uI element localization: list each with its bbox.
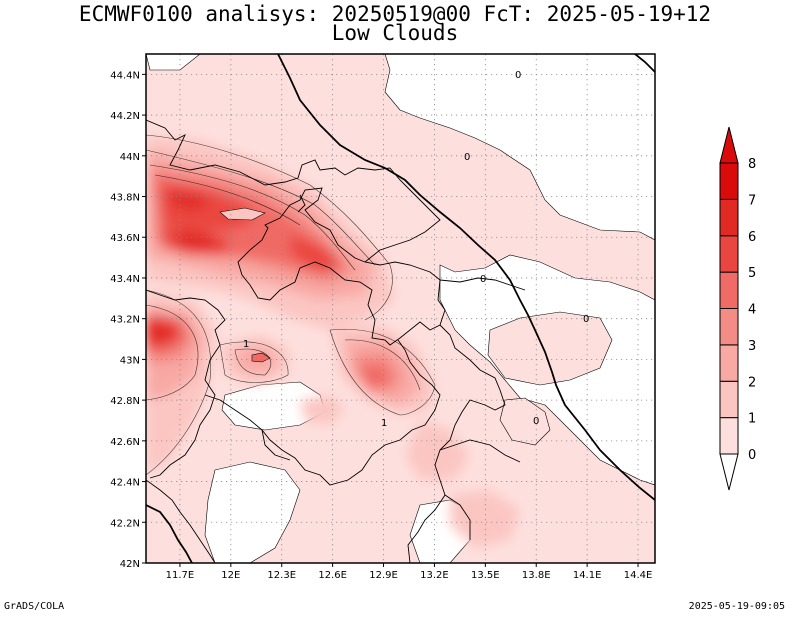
colorbar-extend-low <box>719 453 739 491</box>
x-tick-label: 12.9E <box>369 570 398 581</box>
contour-label: 0 <box>533 416 539 427</box>
pink-patch-se <box>499 397 551 446</box>
y-tick-label: 42N <box>120 559 140 570</box>
colorbar-segment <box>719 344 739 382</box>
contour-label: 0 <box>480 274 486 285</box>
y-tick-label: 42.2N <box>110 518 140 529</box>
colorbar-segment <box>719 271 739 309</box>
plot-frame <box>145 53 656 564</box>
contour-label: 1 <box>381 418 387 429</box>
colorbar-segment <box>719 198 739 237</box>
y-tick-label: 44.4N <box>110 70 140 81</box>
colorbar-label: 6 <box>748 230 756 245</box>
cloud-core <box>146 135 520 548</box>
coastline <box>146 54 655 563</box>
province-border-east <box>407 324 506 563</box>
province-border-misc <box>297 194 306 213</box>
x-axis: 11.7E 12E 12.3E 12.6E 12.9E 13.2E 13.5E 13.8E 14… <box>166 563 653 581</box>
footer-credit: GrADS/COLA <box>4 601 65 612</box>
contour-label: 1 <box>243 339 249 350</box>
x-tick-label: 12.6E <box>318 570 347 581</box>
contour-labels: 0 0 0 0 0 1 1 <box>243 70 589 429</box>
pink-patch-east <box>487 311 613 386</box>
y-tick-label: 44N <box>120 152 140 163</box>
y-axis: 42N 42.2N 42.4N 42.6N 42.8N 43N 43.2N 43.4N 43.6… <box>110 70 146 570</box>
province-border-southwest <box>146 479 216 563</box>
chart-subtitle: Low Clouds <box>331 21 459 45</box>
y-tick-label: 43.6N <box>110 233 140 244</box>
colorbar-extend-high <box>719 126 739 164</box>
x-tick-label: 13.8E <box>522 570 551 581</box>
y-tick-label: 42.8N <box>110 396 140 407</box>
x-tick-label: 13.2E <box>420 570 449 581</box>
colorbar-segment <box>719 162 739 200</box>
x-tick-label: 11.7E <box>166 570 195 581</box>
x-tick-label: 14.1E <box>573 570 602 581</box>
colorbar-label: 8 <box>748 157 756 172</box>
colorbar-segment <box>719 417 739 455</box>
local-minimum-1 <box>219 207 266 221</box>
province-border-north <box>146 119 391 186</box>
x-tick-label: 14.4E <box>624 570 653 581</box>
y-tick-label: 42.4N <box>110 478 140 489</box>
colorbar-label: 7 <box>748 193 756 208</box>
y-tick-label: 43.4N <box>110 274 140 285</box>
x-tick-label: 12E <box>221 570 240 581</box>
province-border-central <box>237 187 446 346</box>
footer-timestamp: 2025-05-19-09:05 <box>688 601 785 612</box>
y-tick-label: 43N <box>120 355 140 366</box>
y-tick-label: 44.2N <box>110 111 140 122</box>
clear-area-southwest <box>204 461 301 563</box>
colorbar-segment <box>719 380 739 419</box>
contour-label: 0 <box>583 314 589 325</box>
contour-label: 0 <box>515 70 521 81</box>
colorbar-label: 1 <box>748 412 756 427</box>
colorbar-segment <box>719 235 739 273</box>
colorbar-label: 4 <box>748 303 756 318</box>
contour-lines <box>146 134 436 476</box>
clear-area-north <box>384 54 655 241</box>
colorbar-segment <box>719 308 739 346</box>
province-border-inner <box>439 439 521 463</box>
x-tick-label: 13.5E <box>471 570 500 581</box>
colorbar-label: 2 <box>748 375 756 390</box>
contour-label: 0 <box>464 152 470 163</box>
colorbar-label: 0 <box>748 448 756 463</box>
color-bar: 0 1 2 3 4 5 6 7 8 <box>719 126 756 491</box>
cloud-field <box>146 54 655 563</box>
province-border-abruzzo <box>364 167 441 263</box>
y-tick-label: 42.6N <box>110 437 140 448</box>
province-border-lazio <box>261 429 291 461</box>
x-tick-label: 12.3E <box>267 570 296 581</box>
province-border-southeast <box>444 494 471 540</box>
colorbar-label: 3 <box>748 339 756 354</box>
y-tick-label: 43.2N <box>110 315 140 326</box>
province-border-west <box>146 289 226 479</box>
chart-title: ECMWF0100 analisys: 20250519@00 FcT: 202… <box>78 2 712 26</box>
colorbar-label: 5 <box>748 266 756 281</box>
region-boundaries <box>146 119 526 563</box>
y-tick-label: 43.8N <box>110 193 140 204</box>
